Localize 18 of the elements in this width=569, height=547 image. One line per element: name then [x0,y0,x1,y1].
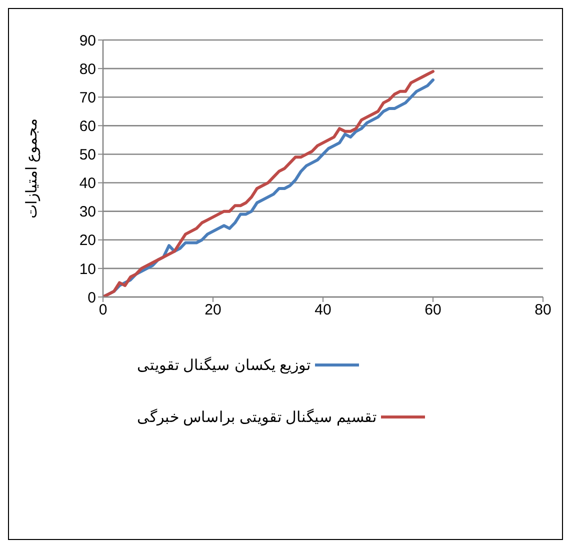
y-tick-label: 10 [79,260,96,278]
x-tick-label: 20 [204,302,222,319]
legend-label: تقسیم سیگنال تقویتی براساس خبرگی [137,408,377,426]
y-tick-label: 50 [79,146,96,164]
y-tick-label: 20 [79,232,96,250]
y-tick-label: 90 [79,32,96,50]
y-tick-label: 30 [79,204,96,221]
y-tick-label: 60 [79,118,96,135]
y-axis-title: مجموع امتیازات [23,118,40,219]
y-tick-label: 80 [79,60,96,78]
x-tick-label: 40 [314,302,332,319]
y-tick-label: 0 [88,289,96,306]
x-tick-label: 0 [98,302,108,319]
x-tick-label: 60 [424,302,442,319]
x-tick-label: 80 [534,302,552,319]
legend-label: توزیع یکسان سیگنال تقویتی [137,356,311,374]
y-tick-label: 70 [79,89,96,106]
y-tick-label: 40 [79,175,96,192]
